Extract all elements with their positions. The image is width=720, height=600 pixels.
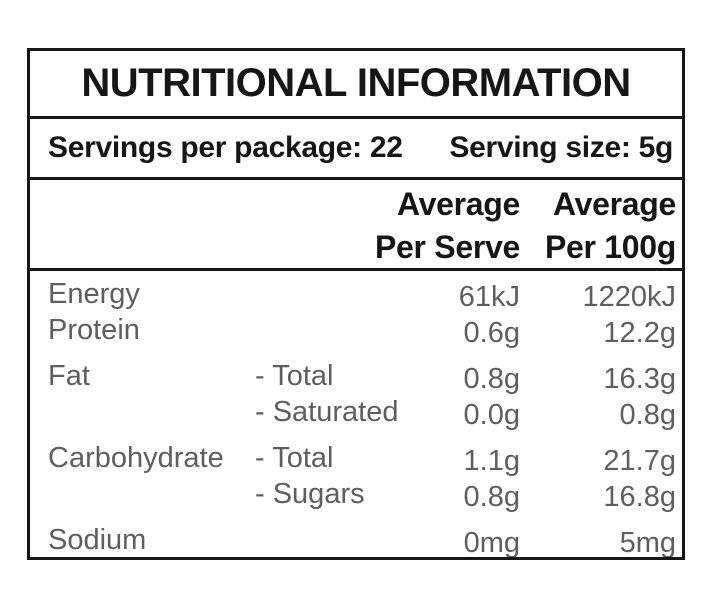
nutrition-information-panel: NUTRITIONAL INFORMATION Servings per pac… — [27, 48, 685, 560]
panel-title: NUTRITIONAL INFORMATION — [30, 51, 682, 119]
nutrient-sublabel: - Saturated — [255, 396, 399, 428]
nutrient-sublabel: - Total — [255, 442, 334, 474]
nutrient-table-body: Energy 61kJ 1220kJ Protein 0.6g 12.2g Fa… — [30, 271, 682, 559]
value-per-100g: 12.2g — [603, 317, 676, 349]
column-header-per-serve: Average Per Serve — [368, 183, 520, 269]
nutrient-label: Sodium — [48, 524, 147, 556]
nutrient-sublabel: - Sugars — [255, 478, 365, 510]
nutrient-sublabel: - Total — [255, 360, 334, 392]
nutrient-row-protein: Protein 0.6g 12.2g — [30, 312, 682, 349]
nutrient-label: Energy — [48, 278, 140, 310]
value-per-serve: 0.8g — [463, 481, 520, 513]
nutrient-label — [48, 394, 255, 430]
nutrient-sublabel — [255, 312, 368, 348]
value-per-100g: 21.7g — [603, 445, 676, 477]
nutrient-sublabel — [255, 276, 368, 312]
column-header-per-100g-line2: Per 100g — [544, 229, 676, 265]
value-per-serve: 0.8g — [463, 363, 520, 395]
nutrient-row-sodium: Sodium 0mg 5mg — [30, 522, 682, 559]
value-per-serve: 1.1g — [463, 445, 520, 477]
column-header-per-serve-line1: Average — [396, 186, 520, 222]
value-per-serve: 0.6g — [463, 317, 520, 349]
column-header-per-serve-line2: Per Serve — [375, 229, 520, 265]
column-header-per-100g-line1: Average — [552, 186, 676, 222]
value-per-serve: 61kJ — [458, 281, 520, 313]
nutrient-label: Carbohydrate — [48, 442, 224, 474]
value-per-100g: 5mg — [619, 527, 676, 559]
column-header-per-100g: Average Per 100g — [520, 183, 676, 269]
servings-row: Servings per package: 22 Serving size: 5… — [30, 119, 682, 180]
column-headers-row: Average Per Serve Average Per 100g — [30, 180, 682, 271]
header-spacer-sublabel — [255, 183, 368, 269]
nutrient-row-energy: Energy 61kJ 1220kJ — [30, 276, 682, 313]
serving-size: Serving size: 5g — [449, 131, 673, 164]
value-per-100g: 16.8g — [603, 481, 676, 513]
nutrient-row-fat-saturated: - Saturated 0.0g 0.8g — [30, 394, 682, 431]
nutrient-row-carbohydrate-total: Carbohydrate - Total 1.1g 21.7g — [30, 440, 682, 477]
servings-per-package: Servings per package: 22 — [48, 131, 403, 164]
value-per-serve: 0mg — [463, 527, 520, 559]
nutrient-sublabel — [255, 522, 368, 557]
header-spacer-label — [48, 183, 255, 269]
value-per-100g: 1220kJ — [582, 281, 676, 313]
value-per-100g: 16.3g — [603, 363, 676, 395]
nutrient-row-carbohydrate-sugars: - Sugars 0.8g 16.8g — [30, 476, 682, 513]
nutrient-row-fat-total: Fat - Total 0.8g 16.3g — [30, 358, 682, 395]
value-per-serve: 0.0g — [463, 399, 520, 431]
nutrient-label: Fat — [48, 360, 90, 392]
nutrient-label: Protein — [48, 314, 140, 346]
value-per-100g: 0.8g — [619, 399, 676, 431]
nutrient-label — [48, 476, 255, 512]
